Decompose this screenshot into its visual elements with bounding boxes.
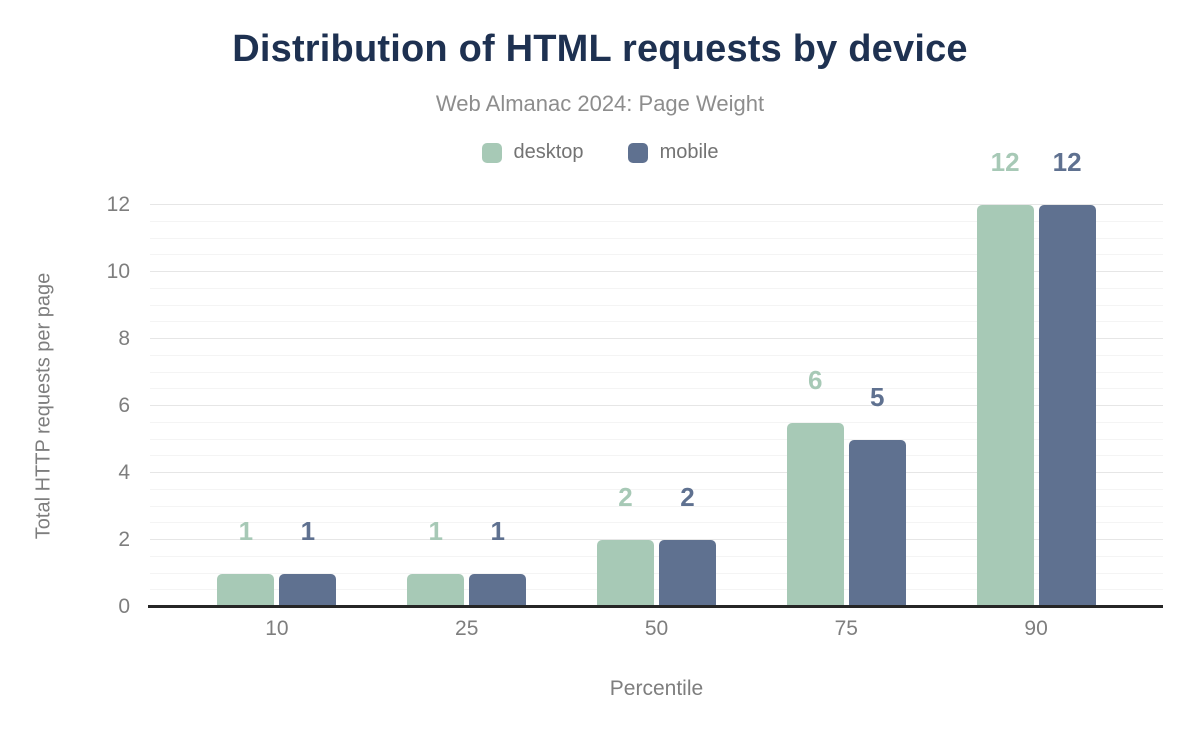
bar-value-label: 2	[680, 482, 695, 512]
bar-mobile-p10[interactable]: 1	[279, 518, 337, 607]
y-tick-label: 2	[118, 528, 130, 551]
gridline-minor	[150, 254, 1163, 256]
gridline-minor	[150, 371, 1163, 373]
gridline-minor	[150, 237, 1163, 239]
bar-value-label: 2	[618, 482, 633, 512]
x-tick-label: 25	[455, 617, 479, 640]
bar-desktop-p25[interactable]: 1	[407, 518, 465, 607]
legend-swatch-mobile	[627, 142, 648, 163]
gridline-minor	[150, 354, 1163, 356]
x-tick-label: 10	[265, 617, 289, 640]
bar-mobile-p90[interactable]: 12	[1038, 149, 1096, 607]
bar-value-label: 6	[808, 364, 823, 395]
bar-mobile-p25[interactable]: 1	[469, 518, 527, 607]
y-tick-label: 0	[118, 595, 130, 618]
bar-group-p90: 12 12	[941, 149, 1131, 607]
y-tick-label: 10	[106, 260, 130, 283]
bar-mobile-p50[interactable]: 2	[658, 484, 716, 607]
y-axis-title: Total HTTP requests per page	[32, 272, 55, 540]
bar-value-label: 12	[1052, 147, 1082, 177]
bar-value-label: 1	[490, 515, 505, 546]
y-tick-label: 6	[118, 394, 130, 417]
y-tick-label: 4	[118, 461, 130, 484]
x-axis-line	[148, 605, 1163, 608]
legend-item-mobile[interactable]: mobile	[627, 141, 719, 164]
gridline-minor	[150, 589, 1163, 591]
legend-item-desktop[interactable]: desktop	[481, 141, 584, 164]
gridline-minor	[150, 220, 1163, 222]
x-axis-ticks: 10 25 50 75 90	[182, 617, 1131, 641]
gridline-minor	[150, 488, 1163, 490]
gridline-major	[150, 338, 1163, 339]
gridline-major	[150, 204, 1163, 205]
x-tick-label: 50	[644, 617, 669, 640]
gridline-minor	[150, 505, 1163, 507]
gridline-major	[150, 271, 1163, 272]
gridline-minor	[150, 421, 1163, 423]
chart-subtitle: Web Almanac 2024: Page Weight	[435, 91, 765, 116]
bar-desktop-p75[interactable]: 6	[786, 367, 844, 607]
y-tick-label: 8	[118, 327, 130, 350]
bar-desktop-p10[interactable]: 1	[217, 518, 275, 607]
gridline-major	[150, 405, 1163, 406]
plot-area: 0 2 4 6 8 10 12 1 1 1 1 2 2 6 5 12 12 10 25 50 75 90 Percen…	[107, 149, 1163, 700]
gridline-minor	[150, 321, 1163, 323]
gridline-minor	[150, 522, 1163, 524]
gridline-minor	[150, 572, 1163, 574]
bar-desktop-p90[interactable]: 12	[976, 149, 1034, 607]
legend-label: mobile	[659, 141, 719, 163]
gridline-major	[150, 539, 1163, 540]
gridline-major	[150, 472, 1163, 473]
gridline-minor	[150, 438, 1163, 440]
bar-value-label: 1	[428, 515, 443, 546]
gridline-minor	[150, 388, 1163, 390]
bar-value-label: 12	[990, 147, 1020, 177]
gridline-minor	[150, 304, 1163, 306]
gridline-minor	[150, 455, 1163, 457]
gridline-minor	[150, 555, 1163, 557]
legend: desktop mobile	[0, 141, 1200, 164]
gridline-minor	[150, 287, 1163, 289]
y-tick-label: 12	[106, 193, 130, 216]
legend-swatch-desktop	[481, 142, 502, 163]
bar-groups: 1 1 1 1 2 2 6 5 12 12	[150, 149, 1163, 607]
bar-desktop-p50[interactable]: 2	[596, 484, 654, 607]
chart-title: Distribution of HTML requests by device	[232, 28, 968, 70]
bar-mobile-p75[interactable]: 5	[848, 384, 906, 607]
x-tick-label: 75	[834, 617, 858, 640]
legend-label: desktop	[513, 141, 584, 163]
bar-value-label: 5	[870, 381, 885, 412]
bar-value-label: 1	[300, 515, 316, 546]
x-tick-label: 90	[1024, 617, 1048, 640]
x-axis-title: Percentile	[609, 677, 704, 700]
y-axis-ticks: 0 2 4 6 8 10 12	[0, 194, 140, 618]
bar-value-label: 1	[238, 515, 254, 546]
